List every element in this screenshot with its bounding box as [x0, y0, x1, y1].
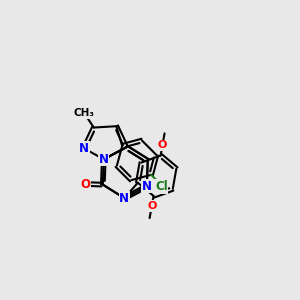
Text: CH₃: CH₃	[74, 108, 94, 118]
Text: Cl: Cl	[155, 180, 168, 193]
Text: N: N	[119, 192, 129, 205]
Text: O: O	[158, 140, 167, 151]
Text: O: O	[80, 178, 90, 190]
Text: N: N	[142, 180, 152, 193]
Text: O: O	[147, 201, 156, 211]
Text: N: N	[79, 142, 89, 155]
Text: N: N	[99, 153, 109, 166]
